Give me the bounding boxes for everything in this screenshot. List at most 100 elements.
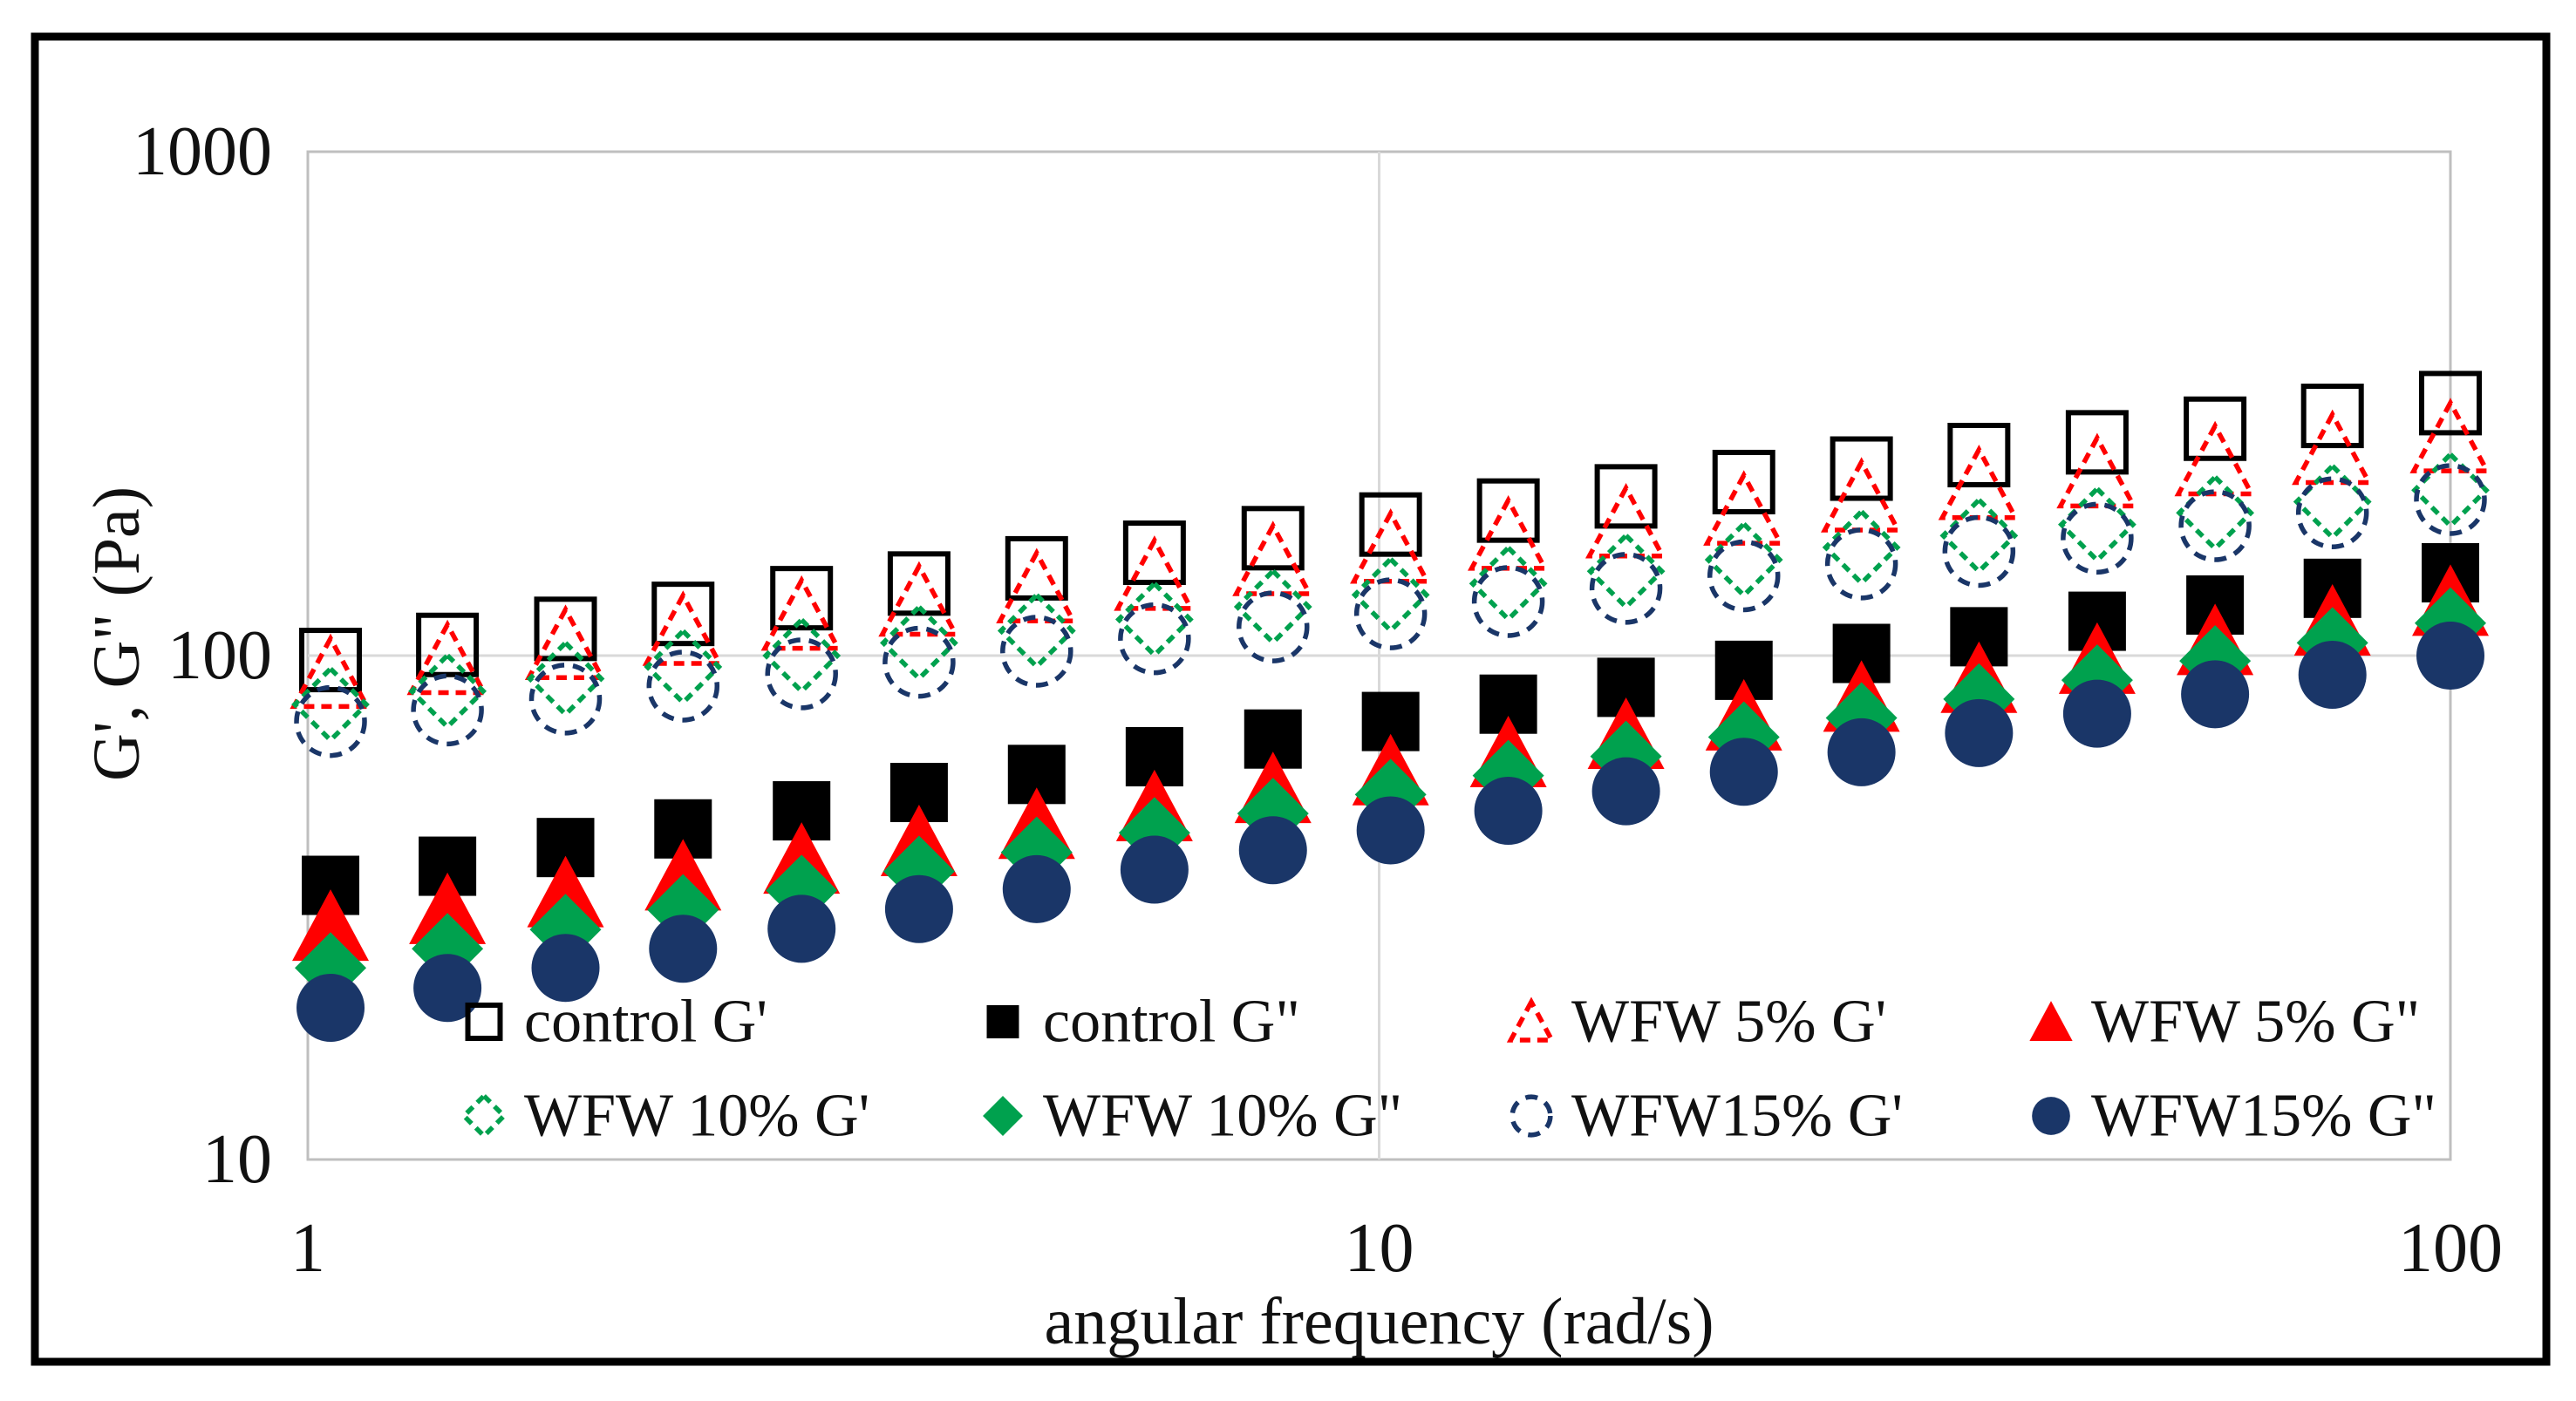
data-point	[290, 633, 371, 710]
data-point	[1707, 539, 1781, 613]
data-point	[1232, 520, 1314, 596]
data-point	[1468, 495, 1550, 571]
data-point	[1939, 496, 2019, 575]
legend-triangle-filled-icon	[2029, 1001, 2073, 1042]
data-point	[765, 637, 838, 711]
data-point	[413, 954, 482, 1023]
data-point	[649, 915, 718, 983]
data-point	[2065, 410, 2129, 475]
legend-label: control G"	[1043, 989, 1300, 1056]
data-point	[880, 603, 958, 683]
legend-label: WFW15% G"	[2091, 1083, 2436, 1150]
data-point	[1114, 535, 1196, 611]
data-point	[1586, 532, 1666, 611]
legend-item-7: WFW15% G"	[2032, 1083, 2436, 1150]
data-point	[1591, 757, 1660, 826]
y-tick-label-1000: 1000	[133, 113, 272, 190]
x-tick-label-10: 10	[1345, 1210, 1414, 1287]
data-point	[1821, 457, 1903, 533]
legend-square-filled-icon	[986, 1004, 1019, 1039]
data-point	[997, 591, 1076, 670]
data-point	[762, 616, 842, 695]
data-point	[299, 628, 363, 693]
legend-item-6: WFW15% G'	[1509, 1083, 1903, 1150]
data-point	[294, 684, 367, 758]
data-point	[1118, 602, 1191, 676]
data-point	[2416, 622, 2484, 690]
data-point	[878, 561, 960, 637]
data-point	[1238, 816, 1307, 885]
data-point	[887, 551, 951, 616]
legend-diamond-filled-icon	[983, 1096, 1023, 1136]
data-point	[409, 872, 487, 944]
legend-triangle-open-icon	[1506, 996, 1557, 1043]
data-point	[996, 547, 1078, 624]
data-point	[411, 673, 484, 747]
data-point	[1114, 580, 1194, 659]
data-point	[651, 581, 715, 647]
data-point	[646, 649, 720, 723]
series-2-triangle-open	[290, 398, 2491, 710]
legend: control G' control G" WFW 5% G' WFW 5% G" WF…	[460, 989, 2436, 1150]
data-point	[1359, 492, 1422, 557]
data-point	[1703, 470, 1785, 546]
legend-item-1: control G"	[986, 989, 1300, 1056]
legend-label: WFW 10% G'	[524, 1083, 869, 1150]
data-point	[1469, 544, 1548, 623]
data-point	[2295, 476, 2369, 550]
data-point	[2292, 409, 2374, 486]
data-point	[770, 566, 834, 631]
legend-item-3: WFW 5% G"	[2029, 989, 2420, 1056]
data-point	[1945, 698, 2014, 767]
data-point	[883, 625, 956, 699]
data-point	[1704, 520, 1783, 599]
data-point	[534, 596, 597, 662]
data-point	[644, 627, 723, 706]
data-point	[1120, 835, 1189, 904]
data-point	[2178, 489, 2252, 562]
legend-item-5: WFW 10% G"	[983, 1083, 1402, 1150]
data-point	[406, 619, 488, 696]
data-point	[2414, 463, 2487, 536]
data-point	[760, 575, 842, 651]
data-point	[2181, 660, 2250, 729]
data-point	[1594, 464, 1658, 529]
data-point	[1712, 449, 1775, 514]
x-axis-title: angular frequency (rad/s)	[1044, 1285, 1714, 1358]
legend-circle-filled-icon	[2032, 1097, 2070, 1135]
data-point	[1233, 568, 1312, 646]
data-point	[1122, 520, 1186, 586]
data-point	[1942, 514, 2016, 588]
legend-item-2: WFW 5% G'	[1506, 989, 1886, 1056]
figure-border	[31, 32, 2551, 1366]
data-point	[1471, 565, 1545, 638]
data-point	[416, 612, 480, 677]
data-point	[1830, 436, 1893, 501]
x-tick-label-100: 100	[2398, 1210, 2503, 1287]
data-point	[1000, 615, 1073, 688]
data-point	[2419, 371, 2482, 436]
data-point	[2056, 432, 2138, 509]
data-point	[2184, 396, 2247, 461]
legend-item-0: control G'	[465, 989, 767, 1056]
legend-label: WFW 5% G"	[2091, 989, 2420, 1056]
data-point	[291, 665, 370, 744]
data-point	[1353, 577, 1428, 650]
data-point	[408, 651, 487, 731]
legend-circle-open-icon	[1509, 1094, 1553, 1138]
data-point	[2409, 398, 2491, 473]
data-point	[2061, 501, 2134, 575]
data-point	[2300, 384, 2364, 449]
data-point	[528, 663, 603, 736]
data-point	[1002, 854, 1071, 923]
data-point	[2062, 679, 2131, 748]
data-point	[2298, 641, 2367, 710]
data-point	[292, 889, 370, 962]
data-point	[1947, 422, 2011, 487]
data-point	[767, 894, 836, 963]
data-point	[296, 974, 365, 1043]
data-point	[1585, 482, 1667, 559]
data-point	[1356, 796, 1425, 865]
